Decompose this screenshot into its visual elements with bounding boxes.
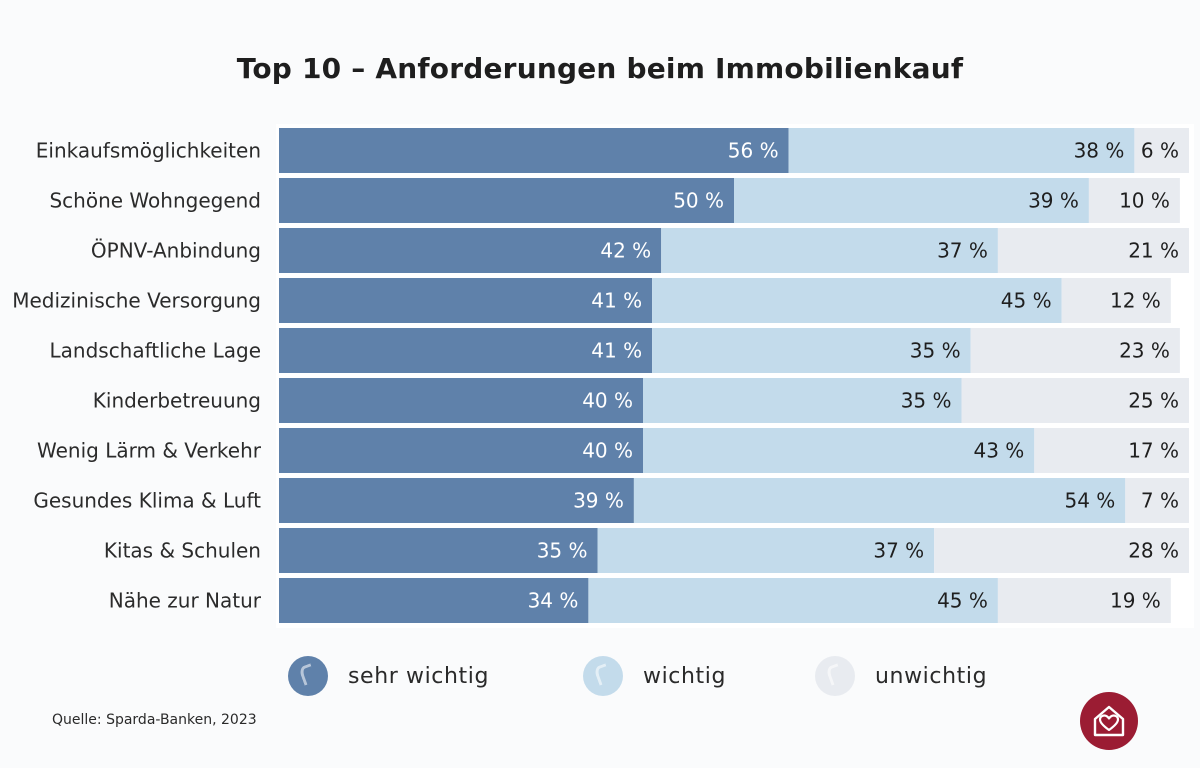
bar-wichtig-3 (661, 228, 998, 273)
bar-sehr-wichtig-4 (279, 278, 653, 323)
data-label: 41 % (591, 289, 642, 313)
bar-wichtig-9 (597, 528, 935, 573)
data-label: 39 % (1028, 189, 1079, 213)
data-label: 37 % (937, 239, 988, 263)
data-label: 40 % (582, 389, 633, 413)
data-label: 41 % (591, 339, 642, 363)
data-label: 17 % (1128, 439, 1179, 463)
category-label: Landschaftliche Lage (50, 339, 262, 363)
data-label: 45 % (937, 589, 988, 613)
legend-item-wichtig: wichtig (583, 656, 726, 696)
bar-sehr-wichtig-5 (279, 328, 653, 373)
bar-unwichtig-7 (1034, 428, 1189, 473)
legend-label: unwichtig (875, 663, 988, 689)
bar-unwichtig-2 (1088, 178, 1180, 223)
category-label: Einkaufsmöglichkeiten (36, 139, 261, 163)
data-label: 43 % (973, 439, 1024, 463)
data-label: 37 % (873, 539, 924, 563)
data-label: 10 % (1119, 189, 1170, 213)
source-note: Quelle: Sparda-Banken, 2023 (52, 712, 257, 728)
bar-unwichtig-6 (961, 378, 1189, 423)
data-label: 54 % (1064, 489, 1115, 513)
category-label: Nähe zur Natur (109, 589, 262, 613)
legend-item-sehr-wichtig: sehr wichtig (288, 656, 489, 696)
bar-wichtig-5 (652, 328, 971, 373)
legend-label: sehr wichtig (348, 663, 490, 689)
bar-unwichtig-4 (1061, 278, 1171, 323)
stacked-bar-chart: Einkaufsmöglichkeiten 56 % 38 % 6 % Schöne W… (12, 128, 1189, 623)
heart-house-icon (1080, 692, 1138, 750)
bar-sehr-wichtig-8 (279, 478, 634, 523)
legend-label: wichtig (643, 663, 727, 689)
bar-unwichtig-3 (997, 228, 1189, 273)
category-label: Kinderbetreuung (93, 389, 261, 413)
bar-unwichtig-8 (1125, 478, 1189, 523)
data-label: 19 % (1110, 589, 1161, 613)
bar-wichtig-2 (734, 178, 1089, 223)
bar-sehr-wichtig-3 (279, 228, 662, 273)
bar-wichtig-10 (588, 578, 998, 623)
bar-unwichtig-5 (970, 328, 1180, 373)
category-label: Gesundes Klima & Luft (33, 489, 261, 513)
category-label: ÖPNV-Anbindung (91, 239, 261, 263)
category-label: Medizinische Versorgung (12, 289, 261, 313)
chart-title: Top 10 – Anforderungen beim Immobilienka… (236, 52, 964, 85)
bar-wichtig-6 (643, 378, 962, 423)
bar-sehr-wichtig-2 (279, 178, 734, 223)
data-label: 39 % (573, 489, 624, 513)
bar-sehr-wichtig-10 (279, 578, 589, 623)
data-label: 42 % (600, 239, 651, 263)
category-label: Kitas & Schulen (104, 539, 261, 563)
bar-sehr-wichtig-6 (279, 378, 643, 423)
data-label: 34 % (528, 589, 579, 613)
bar-wichtig-8 (633, 478, 1126, 523)
data-label: 25 % (1128, 389, 1179, 413)
bar-sehr-wichtig-1 (279, 128, 789, 173)
data-label: 23 % (1119, 339, 1170, 363)
bar-unwichtig-9 (934, 528, 1189, 573)
bar-wichtig-7 (643, 428, 1035, 473)
category-label: Schöne Wohngegend (49, 189, 261, 213)
data-label: 45 % (1001, 289, 1052, 313)
data-label: 21 % (1128, 239, 1179, 263)
data-label: 56 % (728, 139, 779, 163)
bar-wichtig-1 (788, 128, 1135, 173)
data-label: 40 % (582, 439, 633, 463)
data-label: 35 % (910, 339, 961, 363)
legend-swatch-sehr-wichtig (288, 656, 328, 696)
data-label: 50 % (673, 189, 724, 213)
legend-swatch-unwichtig (815, 656, 855, 696)
bar-sehr-wichtig-7 (279, 428, 643, 473)
data-label: 35 % (901, 389, 952, 413)
data-label: 6 % (1141, 139, 1179, 163)
data-label: 35 % (537, 539, 588, 563)
data-label: 7 % (1141, 489, 1179, 513)
legend-swatch-wichtig (583, 656, 623, 696)
bar-unwichtig-10 (997, 578, 1171, 623)
legend-item-unwichtig: unwichtig (815, 656, 987, 696)
bar-wichtig-4 (652, 278, 1062, 323)
data-label: 28 % (1128, 539, 1179, 563)
data-label: 12 % (1110, 289, 1161, 313)
category-label: Wenig Lärm & Verkehr (37, 439, 262, 463)
data-label: 38 % (1074, 139, 1125, 163)
bar-sehr-wichtig-9 (279, 528, 598, 573)
bar-unwichtig-1 (1134, 128, 1189, 173)
